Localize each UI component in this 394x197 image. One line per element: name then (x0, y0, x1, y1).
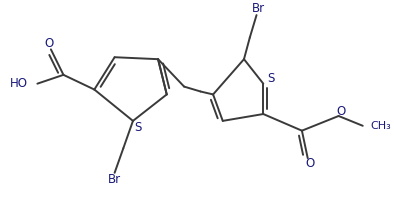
Text: Br: Br (252, 2, 265, 15)
Text: Br: Br (108, 173, 121, 186)
Text: HO: HO (10, 77, 28, 90)
Text: S: S (134, 121, 141, 134)
Text: S: S (268, 72, 275, 85)
Text: O: O (305, 157, 314, 170)
Text: CH₃: CH₃ (370, 121, 391, 131)
Text: O: O (45, 37, 54, 50)
Text: O: O (337, 105, 346, 118)
